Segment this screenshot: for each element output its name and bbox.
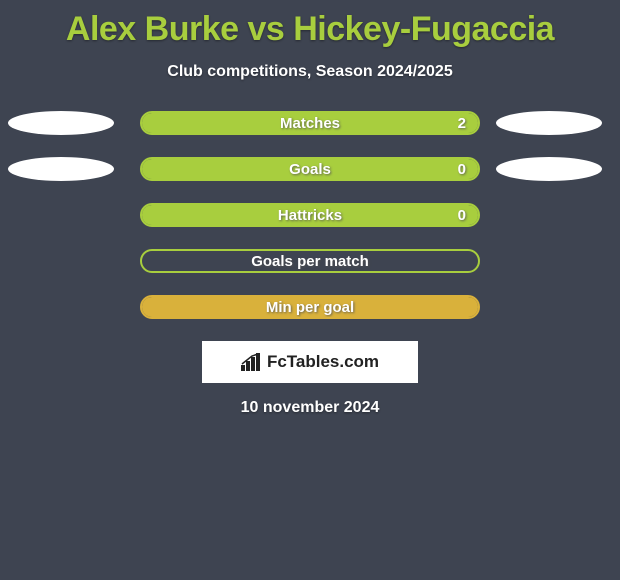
right-marker <box>496 157 602 181</box>
stats-rows: Matches 2 Goals 0 Hattricks 0 Goals per match M… <box>0 111 620 319</box>
stat-row: Hattricks 0 <box>0 203 620 227</box>
right-marker <box>496 111 602 135</box>
stat-row: Goals 0 <box>0 157 620 181</box>
stat-row: Matches 2 <box>0 111 620 135</box>
stat-bar: Goals 0 <box>140 157 480 181</box>
stat-label: Hattricks <box>278 207 342 224</box>
stat-bar: Hattricks 0 <box>140 203 480 227</box>
stat-label: Min per goal <box>266 299 354 316</box>
stat-row: Min per goal <box>0 295 620 319</box>
left-marker <box>8 111 114 135</box>
stat-label: Goals per match <box>251 253 369 270</box>
stat-label: Matches <box>280 115 340 132</box>
stat-value: 0 <box>458 159 466 179</box>
stat-value: 0 <box>458 205 466 225</box>
stat-bar: Goals per match <box>140 249 480 273</box>
stat-row: Goals per match <box>0 249 620 273</box>
logo-box: FcTables.com <box>202 341 418 383</box>
stat-value: 2 <box>458 113 466 133</box>
date-text: 10 november 2024 <box>0 399 620 417</box>
stat-bar: Min per goal <box>140 295 480 319</box>
stat-bar: Matches 2 <box>140 111 480 135</box>
subtitle: Club competitions, Season 2024/2025 <box>0 63 620 81</box>
logo-text: FcTables.com <box>267 352 379 372</box>
stat-label: Goals <box>289 161 331 178</box>
left-marker <box>8 157 114 181</box>
page-title: Alex Burke vs Hickey-Fugaccia <box>0 0 620 49</box>
bar-chart-icon <box>241 353 263 371</box>
